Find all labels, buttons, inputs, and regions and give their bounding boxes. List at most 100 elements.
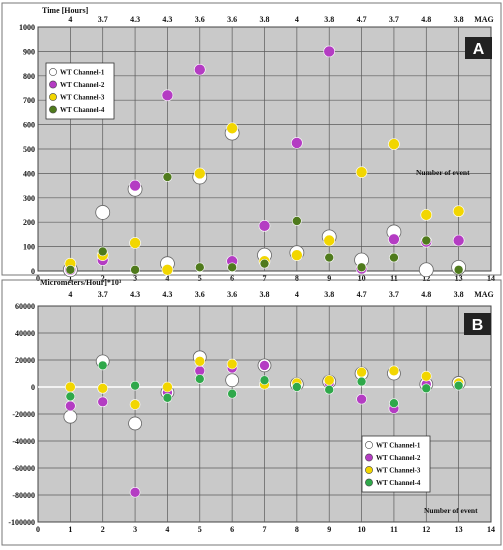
x-tick-label: 8 <box>295 274 299 283</box>
magnitude-label: 3.6 <box>195 290 205 299</box>
magnitude-label: 4.8 <box>421 15 431 24</box>
point-ch3 <box>129 237 141 249</box>
point-ch3 <box>291 249 303 261</box>
y-tick-label: 60000 <box>15 302 35 311</box>
x-tick-label: 11 <box>390 274 398 283</box>
point-ch2 <box>193 63 206 76</box>
legend-marker <box>49 93 57 101</box>
legend-entry: WT Channel-2 <box>376 454 421 462</box>
x-tick-label: 6 <box>230 525 234 534</box>
magnitude-label: 3.8 <box>454 15 464 24</box>
annotation-label: Number of event <box>416 168 470 177</box>
legend-marker <box>365 453 373 462</box>
point-ch3 <box>420 370 432 382</box>
legend-marker <box>365 441 373 449</box>
mag-heading: MAG <box>474 15 494 24</box>
point-ch1 <box>225 373 240 388</box>
x-tick-label: 9 <box>327 525 331 534</box>
point-ch2 <box>259 360 270 371</box>
point-ch4 <box>421 235 432 246</box>
point-ch3 <box>162 381 173 393</box>
legend-box <box>45 62 115 120</box>
x-tick-label: 8 <box>295 525 299 534</box>
magnitude-label: 3.6 <box>227 15 237 24</box>
y-tick-label: -80000 <box>12 491 35 500</box>
point-ch3 <box>97 383 109 394</box>
x-tick-label: 5 <box>198 274 202 283</box>
point-ch3 <box>193 167 206 180</box>
magnitude-label: 4 <box>68 290 72 299</box>
y-tick-label: 500 <box>23 145 35 154</box>
y-tick-label: 200 <box>23 218 35 227</box>
x-tick-label: 6 <box>230 274 234 283</box>
magnitude-label: 4 <box>295 290 299 299</box>
point-ch3 <box>388 138 400 150</box>
point-ch3 <box>65 381 76 393</box>
point-ch3 <box>388 365 400 377</box>
point-ch4 <box>292 382 302 392</box>
point-ch3 <box>194 356 206 367</box>
point-ch4 <box>389 252 399 263</box>
y-tick-label: 800 <box>23 72 35 81</box>
point-ch4 <box>65 391 76 402</box>
point-ch4 <box>356 376 367 387</box>
magnitude-label: 4.3 <box>162 290 172 299</box>
point-ch4 <box>97 246 108 257</box>
y-tick-label: 40000 <box>15 329 35 338</box>
point-ch4 <box>97 360 108 371</box>
point-ch2 <box>388 233 400 246</box>
point-ch2 <box>291 137 303 149</box>
point-ch2 <box>65 400 76 412</box>
x-tick-label: 2 <box>101 525 105 534</box>
point-ch2 <box>161 89 174 102</box>
y-tick-label: 0 <box>31 383 35 392</box>
x-tick-label: 11 <box>390 525 398 534</box>
point-ch3 <box>161 263 174 276</box>
point-ch2 <box>452 234 465 247</box>
y-tick-label: -60000 <box>12 464 35 473</box>
point-ch4 <box>227 388 237 399</box>
x-tick-label: 2 <box>101 274 105 283</box>
magnitude-label: 3.7 <box>98 290 108 299</box>
x-tick-label: 10 <box>358 274 366 283</box>
mag-heading: MAG <box>474 290 494 299</box>
x-tick-label: 0 <box>36 525 40 534</box>
magnitude-label: 3.8 <box>324 290 334 299</box>
point-ch3 <box>226 122 238 135</box>
point-ch4 <box>389 398 399 409</box>
x-tick-label: 12 <box>422 525 430 534</box>
magnitude-label: 4.3 <box>130 15 140 24</box>
x-tick-label: 5 <box>198 525 202 534</box>
legend-marker <box>49 80 57 89</box>
magnitude-label: 3.8 <box>454 290 464 299</box>
x-tick-label: 0 <box>36 274 40 283</box>
legend-box <box>361 435 431 493</box>
y-tick-label: 0 <box>31 267 35 276</box>
panel-label-box <box>465 37 492 59</box>
x-tick-label: 13 <box>455 274 463 283</box>
y-tick-label: -20000 <box>12 410 35 419</box>
point-ch3 <box>226 358 238 370</box>
point-ch1 <box>63 409 78 424</box>
legend-entry: WT Channel-4 <box>60 106 105 114</box>
magnitude-label: 4.3 <box>130 290 140 299</box>
x-tick-label: 1 <box>68 274 72 283</box>
point-ch4 <box>453 264 464 275</box>
magnitude-label: 3.8 <box>260 290 270 299</box>
legend-entry: WT Channel-2 <box>60 81 105 89</box>
magnitude-label: 3.6 <box>227 290 237 299</box>
point-ch3 <box>420 209 433 221</box>
y-tick-label: 300 <box>23 194 35 203</box>
x-tick-label: 12 <box>422 274 430 283</box>
y-tick-label: 700 <box>23 96 35 105</box>
legend-entry: WT Channel-1 <box>60 69 105 77</box>
point-ch4 <box>259 258 270 269</box>
point-ch3 <box>323 234 336 247</box>
x-tick-label: 3 <box>133 274 137 283</box>
point-ch4 <box>162 172 173 182</box>
legend-entry: WT Channel-1 <box>376 442 421 450</box>
point-ch2 <box>97 396 109 408</box>
y-tick-label: 20000 <box>15 356 35 365</box>
point-ch4 <box>324 384 335 395</box>
x-tick-label: 7 <box>263 525 267 534</box>
